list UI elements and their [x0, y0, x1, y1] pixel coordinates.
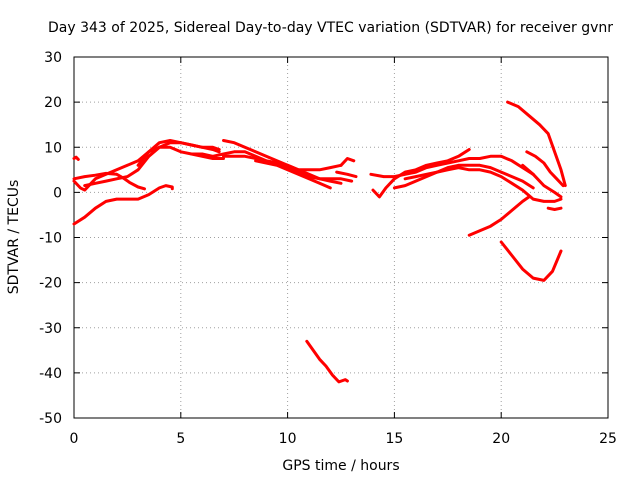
sdtvar-arc-9	[222, 154, 354, 183]
y-tick-label: -10	[39, 231, 62, 247]
sdtvar-arc-22	[546, 206, 563, 211]
plot-frame	[73, 56, 609, 419]
x-tick-label: 5	[176, 431, 185, 447]
x-tick-label: 0	[70, 431, 79, 447]
sdtvar-arc-23	[499, 240, 563, 282]
y-axis-label: SDTVAR / TECUs	[6, 180, 22, 295]
y-tick-label: -40	[39, 366, 62, 382]
chart-title: Day 343 of 2025, Sidereal Day-to-day VTE…	[48, 20, 613, 36]
data-series	[72, 100, 567, 384]
x-tick-label: 15	[385, 431, 403, 447]
sdtvar-arc-17	[403, 166, 563, 203]
sdtvar-arc-13	[305, 339, 349, 384]
sdtvar-arc-20	[521, 163, 563, 199]
y-tick-label: 10	[44, 140, 62, 156]
sdtvar-arc-2	[72, 171, 146, 191]
y-tick-label: -50	[39, 411, 62, 427]
sdtvar-arc-11	[339, 157, 356, 167]
sdtvar-arc-16	[392, 163, 535, 190]
sdtvar-arc-18	[506, 100, 567, 188]
x-axis-label: GPS time / hours	[282, 458, 399, 474]
axis-ticks: 0 5 10 15 20 25 -50 -40 -30 -20 -10 0 10 20 30	[39, 50, 617, 447]
sdtvar-arc-5	[72, 184, 174, 226]
x-tick-label: 10	[279, 431, 297, 447]
y-tick-label: 20	[44, 95, 62, 111]
grid	[74, 57, 608, 418]
sdtvar-arc-15	[371, 148, 471, 199]
sdtvar-arc-4	[83, 145, 225, 188]
sdtvar-arc-10	[254, 159, 332, 190]
sdtvar-arc-21	[467, 195, 531, 237]
y-tick-label: -20	[39, 276, 62, 292]
sdtvar-arc-12	[335, 170, 358, 179]
y-tick-label: 30	[44, 50, 62, 66]
sdtvar-arc-6	[136, 141, 221, 167]
y-tick-label: -30	[39, 321, 62, 337]
x-tick-label: 25	[599, 431, 617, 447]
x-tick-label: 20	[492, 431, 510, 447]
sdtvar-arc-19	[525, 150, 565, 188]
sdtvar-arc-1	[72, 155, 80, 161]
y-tick-label: 0	[53, 185, 62, 201]
